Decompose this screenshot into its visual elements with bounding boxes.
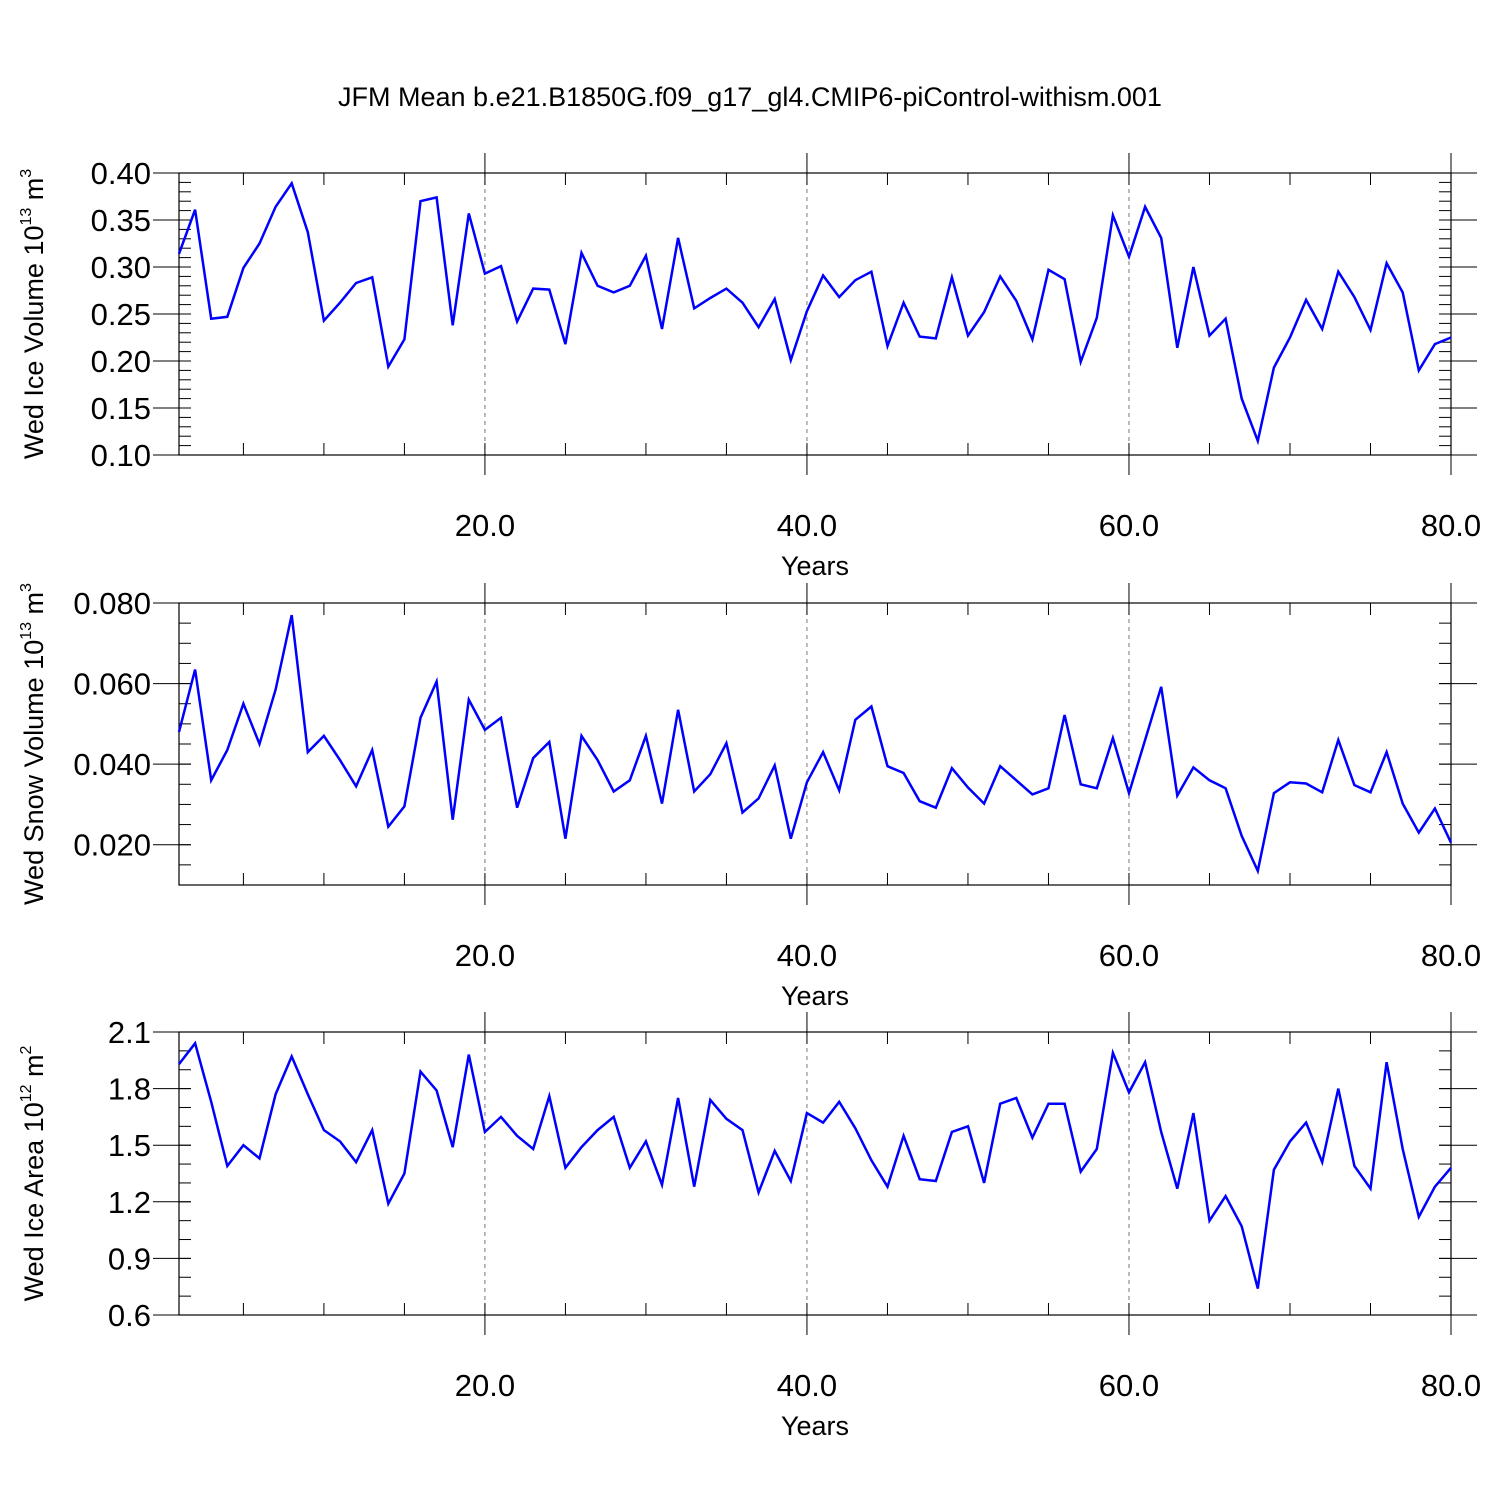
y-tick-label: 0.060 <box>73 667 151 702</box>
y-axis-title-unit-exponent: 2 <box>18 1045 35 1054</box>
x-axis-title: Years <box>781 551 849 581</box>
series-line <box>177 180 1452 446</box>
y-tick-label: 0.020 <box>73 828 151 863</box>
x-tick-label: 20.0 <box>455 508 515 543</box>
y-axis-title-exponent: 13 <box>18 622 35 640</box>
x-tick-label: 40.0 <box>777 508 837 543</box>
y-tick-label: 0.25 <box>91 297 151 332</box>
x-tick-label: 40.0 <box>777 938 837 973</box>
y-axis-title-base: Wed Ice Volume 10 <box>19 226 49 460</box>
y-tick-label: 1.5 <box>108 1128 151 1163</box>
panel-ice-area: 0.6 0.9 1.2 1.5 1.8 2.1 20.0 40.0 60.0 80.0 Years W… <box>18 1012 1481 1441</box>
x-tick-label: 20.0 <box>455 1368 515 1403</box>
plot-frame <box>178 602 1452 886</box>
x-axis-title: Years <box>781 1411 849 1441</box>
y-tick-label: 0.080 <box>73 586 151 621</box>
y-axis-title-unit: m <box>19 1054 49 1084</box>
chart-title: JFM Mean b.e21.B1850G.f09_g17_gl4.CMIP6-… <box>338 82 1162 112</box>
y-tick-label: 2.1 <box>108 1015 151 1050</box>
y-axis-title-base: Wed Snow Volume 10 <box>19 640 49 905</box>
y-tick-label: 0.20 <box>91 344 151 379</box>
x-tick-label: 80.0 <box>1421 1368 1481 1403</box>
y-tick-label: 0.040 <box>73 747 151 782</box>
y-tick-label: 0.15 <box>91 391 151 426</box>
x-tick-label: 60.0 <box>1099 508 1159 543</box>
x-tick-label: 60.0 <box>1099 1368 1159 1403</box>
y-axis-title-unit: m <box>19 178 49 208</box>
y-tick-label: 0.35 <box>91 203 151 238</box>
y-axis-title: Wed Ice Volume 1013 m3 <box>18 169 49 459</box>
y-tick-label: 0.30 <box>91 250 151 285</box>
y-axis-title-exponent: 12 <box>18 1084 35 1102</box>
x-tick-label: 20.0 <box>455 938 515 973</box>
y-tick-label: 0.6 <box>108 1298 151 1333</box>
y-tick-label: 1.2 <box>108 1185 151 1220</box>
y-axis-title-base: Wed Ice Area 10 <box>19 1102 49 1301</box>
x-tick-label: 60.0 <box>1099 938 1159 973</box>
y-axis-title-unit: m <box>19 592 49 622</box>
plot-frame <box>178 1031 1452 1316</box>
plot-frame <box>178 172 1452 456</box>
series-line <box>177 614 1453 875</box>
y-axis-title: Wed Snow Volume 1013 m3 <box>18 583 49 905</box>
x-axis-title: Years <box>781 981 849 1011</box>
panel-ice-volume: 0.10 0.15 0.20 0.25 0.30 0.35 0.40 20.0 40.0 60.0… <box>18 153 1481 581</box>
x-tick-label: 80.0 <box>1421 508 1481 543</box>
y-axis-title-exponent: 13 <box>18 208 35 226</box>
x-tick-label: 40.0 <box>777 1368 837 1403</box>
series-line <box>178 1040 1452 1289</box>
x-tick-label: 80.0 <box>1421 938 1481 973</box>
y-axis-title: Wed Ice Area 1012 m2 <box>18 1045 49 1301</box>
y-axis-title-unit-exponent: 3 <box>18 583 35 592</box>
y-axis-title-unit-exponent: 3 <box>18 169 35 178</box>
y-tick-label: 0.40 <box>91 156 151 191</box>
y-tick-label: 1.8 <box>108 1072 151 1107</box>
y-tick-label: 0.10 <box>91 438 151 473</box>
panel-snow-volume: 0.020 0.040 0.060 0.080 20.0 40.0 60.0 80.0 Year… <box>18 583 1481 1011</box>
y-tick-label: 0.9 <box>108 1241 151 1276</box>
